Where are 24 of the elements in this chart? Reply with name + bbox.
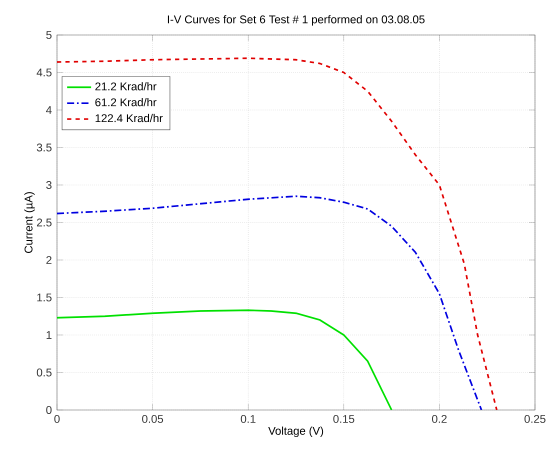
y-tick-label: 2.5 — [36, 218, 52, 226]
y-tick-label: 5 — [46, 31, 52, 39]
x-tick-label: 0.15 — [333, 414, 354, 423]
y-tick-label: 3 — [46, 181, 52, 189]
legend-label: 21.2 Krad/hr — [95, 82, 156, 90]
y-tick-label: 0 — [46, 406, 52, 414]
y-tick-label: 1.5 — [37, 294, 52, 302]
chart-title: I-V Curves for Set 6 Test # 1 performed on 03.08.05 — [168, 15, 425, 26]
legend-label: 61.2 Krad/hr — [95, 98, 156, 106]
x-tick-label: 0.25 — [524, 414, 546, 423]
x-axis-title: Voltage (V) — [268, 426, 324, 438]
x-tick-label: 0.2 — [432, 414, 447, 423]
x-tick-label: 0 — [54, 414, 60, 423]
x-tick-label: 0.05 — [142, 414, 164, 423]
y-tick-label: 4 — [46, 106, 52, 114]
y-tick-label: 1 — [46, 331, 52, 339]
legend-label: 122.4 Krad/hr — [96, 114, 163, 122]
y-axis-title: Current (µA) — [24, 192, 35, 253]
y-tick-label: 2 — [46, 256, 52, 264]
x-tick-label: 0.1 — [240, 414, 256, 423]
y-tick-label: 0.5 — [36, 368, 52, 376]
y-tick-label: 3.5 — [36, 144, 52, 152]
y-tick-label: 4.5 — [36, 68, 52, 76]
line-series — [57, 309, 392, 410]
